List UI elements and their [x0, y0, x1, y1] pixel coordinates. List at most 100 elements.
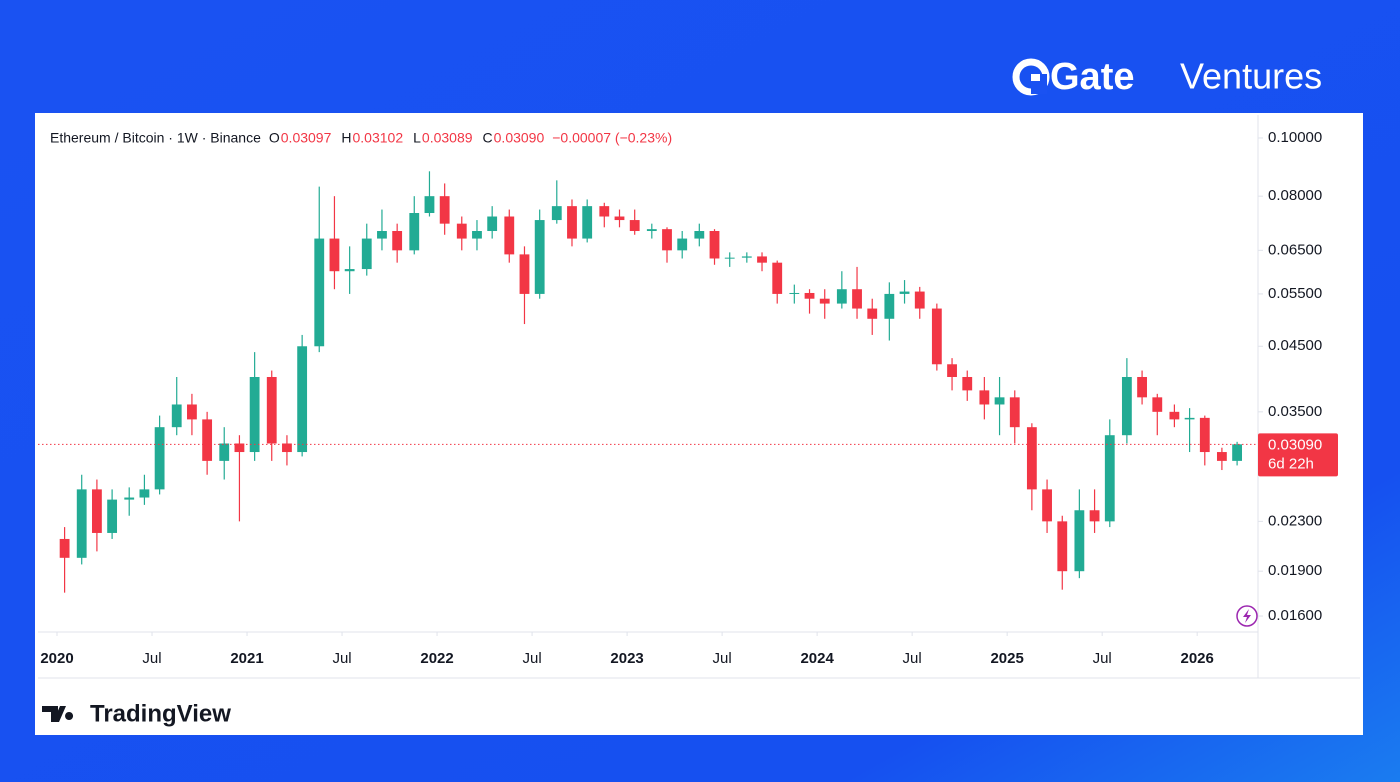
ohlc-label: H	[341, 130, 351, 146]
candle-body	[1121, 376, 1132, 436]
countdown: 6d 22h	[1268, 455, 1314, 472]
ohlc-value: 0.03089	[422, 130, 473, 146]
x-tick-label: Jul	[1093, 650, 1112, 667]
ohlc-value: 0.03102	[353, 130, 404, 146]
y-tick-label: 0.10000	[1268, 129, 1322, 146]
candle-body	[694, 231, 705, 239]
alert-icon[interactable]	[1236, 605, 1258, 627]
candle-body	[314, 238, 325, 347]
ohlc-label: O	[269, 130, 280, 146]
candle-body	[329, 238, 340, 272]
candle-body	[519, 254, 530, 294]
y-tick-label: 0.03500	[1268, 403, 1322, 420]
x-tick-label: Jul	[903, 650, 922, 667]
candle-body	[1152, 397, 1163, 412]
candle-body	[646, 229, 657, 232]
candle-body	[107, 499, 118, 533]
y-tick-label: 0.06500	[1268, 241, 1322, 258]
x-tick-label: Jul	[713, 650, 732, 667]
candle-body	[884, 293, 895, 319]
candle-body	[979, 390, 990, 405]
candle-body	[1184, 417, 1195, 420]
candle-body	[819, 298, 830, 304]
chart-title: Ethereum / Bitcoin · 1W · Binance	[50, 130, 261, 146]
x-tick-label: Jul	[142, 650, 161, 667]
y-tick-label: 0.05500	[1268, 285, 1322, 302]
candle-body	[599, 206, 610, 217]
ohlc-value: 0.03090	[494, 130, 545, 146]
candle-body	[582, 206, 593, 239]
candle-body	[282, 443, 292, 453]
x-tick-label: 2023	[610, 650, 643, 667]
x-tick-label: Jul	[332, 650, 351, 667]
y-tick-label: 0.01600	[1268, 607, 1322, 624]
x-tick-label: Jul	[522, 650, 541, 667]
candle-body	[836, 289, 847, 304]
candle-body	[677, 238, 688, 251]
candle-body	[202, 419, 213, 461]
candle-body	[614, 216, 625, 221]
tradingview-icon	[42, 706, 74, 722]
candle-body	[1199, 417, 1210, 453]
candle-body	[789, 292, 800, 294]
candle-body	[772, 262, 783, 294]
ohlc-value: −0.00007 (−0.23%)	[552, 130, 672, 146]
brand-name: Gate	[1050, 56, 1134, 98]
candle-body	[852, 289, 862, 309]
candle-body	[266, 376, 277, 444]
chart-panel	[35, 113, 1363, 735]
candle-body	[534, 220, 545, 294]
candle-body	[1216, 452, 1227, 461]
candle-body	[171, 404, 182, 428]
candle-body	[234, 443, 245, 453]
y-tick-label: 0.02300	[1268, 512, 1322, 529]
brand: Gate Ventures	[1012, 56, 1322, 98]
x-tick-label: 2021	[230, 650, 263, 667]
alert-icon-bolt	[1243, 609, 1251, 623]
candle-body	[1137, 376, 1147, 398]
candle-body	[1232, 444, 1243, 461]
candle-body	[139, 489, 150, 498]
candle-body	[456, 223, 467, 239]
candle-body	[994, 397, 1005, 405]
y-tick-label: 0.08000	[1268, 187, 1322, 204]
candle-body	[1169, 411, 1180, 420]
candle-body	[1042, 489, 1052, 522]
y-tick-label: 0.01900	[1268, 562, 1322, 579]
candle-body	[947, 364, 957, 377]
candle-body	[741, 256, 752, 258]
candle-body	[1104, 435, 1115, 522]
candle-body	[504, 216, 515, 255]
candle-body	[1074, 510, 1085, 572]
candle-body	[629, 220, 640, 232]
ohlc-label: C	[483, 130, 493, 146]
candle-body	[424, 196, 435, 214]
last-price-box	[1258, 433, 1338, 477]
candle-body	[1009, 397, 1020, 428]
candle-body	[344, 269, 355, 272]
candle-body	[867, 308, 878, 319]
candle-body	[439, 196, 450, 224]
candle-body	[76, 489, 87, 558]
candle-body	[567, 206, 577, 239]
candle-body	[662, 229, 672, 251]
candle-body	[154, 427, 165, 490]
candle-body	[487, 216, 498, 232]
candle-body	[1026, 427, 1037, 490]
ohlc-label: L	[413, 130, 421, 146]
candle-body	[709, 231, 720, 259]
alert-icon-ring	[1236, 605, 1258, 627]
candle-body	[187, 404, 197, 420]
candle-body	[962, 376, 973, 391]
candle-body	[1057, 521, 1068, 572]
x-tick-label: 2026	[1181, 650, 1214, 667]
candle-body	[124, 497, 135, 500]
x-tick-label: 2022	[420, 650, 453, 667]
candle-body	[92, 489, 102, 533]
y-tick-label: 0.04500	[1268, 337, 1322, 354]
candle-body	[804, 292, 815, 299]
candle-body	[551, 206, 562, 221]
candle-body	[472, 231, 482, 239]
